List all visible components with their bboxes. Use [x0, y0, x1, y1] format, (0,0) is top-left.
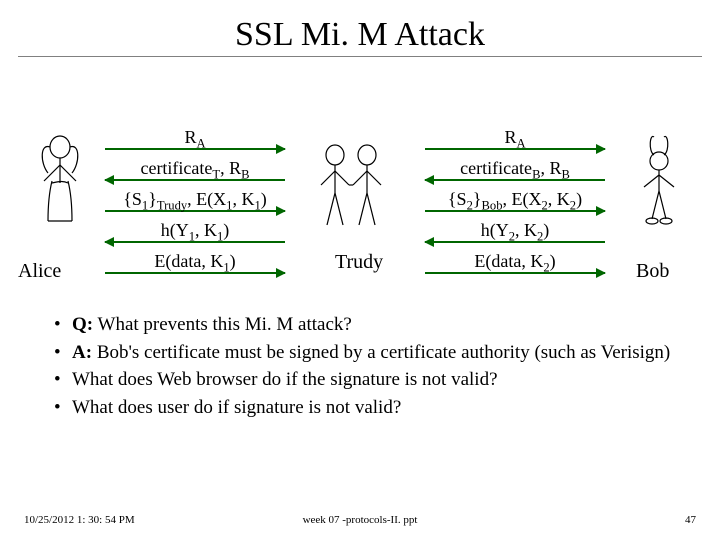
bullet-item: •What does Web browser do if the signatu…: [54, 367, 690, 393]
protocol-message-left-4: E(data, K1): [154, 252, 235, 275]
bullet-item: •Q: What prevents this Mi. M attack?: [54, 312, 690, 338]
bullet-item: •A: Bob's certificate must be signed by …: [54, 340, 690, 366]
bullet-item: •What does user do if signature is not v…: [54, 395, 690, 421]
protocol-message-right-3: h(Y2, K2): [481, 221, 550, 244]
bob-image: [628, 133, 692, 230]
bullet-text: What does user do if signature is not va…: [72, 395, 401, 421]
protocol-message-right-2: {S2}Bob, E(X2, K2): [448, 190, 582, 213]
trudy-image: [305, 139, 399, 236]
bob-label: Bob: [636, 261, 669, 281]
page-title: SSL Mi. M Attack: [0, 0, 720, 56]
bullet-text: What does Web browser do if the signatur…: [72, 367, 498, 393]
footer-filename: week 07 -protocols-II. ppt: [0, 514, 720, 526]
trudy-label: Trudy: [335, 252, 383, 272]
bullet-list: •Q: What prevents this Mi. M attack?•A: …: [54, 312, 690, 423]
protocol-message-right-1: certificateB, RB: [460, 159, 570, 182]
protocol-diagram: Alice: [0, 61, 720, 281]
alice-image: [28, 133, 92, 230]
protocol-message-left-0: RA: [184, 128, 205, 151]
protocol-message-right-0: RA: [504, 128, 525, 151]
footer-pagenumber: 47: [685, 514, 696, 526]
protocol-message-right-4: E(data, K2): [474, 252, 555, 275]
protocol-message-left-3: h(Y1, K1): [161, 221, 230, 244]
title-rule: [18, 56, 702, 57]
bullet-text: A: Bob's certificate must be signed by a…: [72, 340, 670, 366]
bullet-text: Q: What prevents this Mi. M attack?: [72, 312, 352, 338]
alice-label: Alice: [18, 261, 61, 281]
protocol-message-left-1: certificateT, RB: [140, 159, 249, 182]
protocol-message-left-2: {S1}Trudy, E(X1, K1): [123, 190, 267, 213]
